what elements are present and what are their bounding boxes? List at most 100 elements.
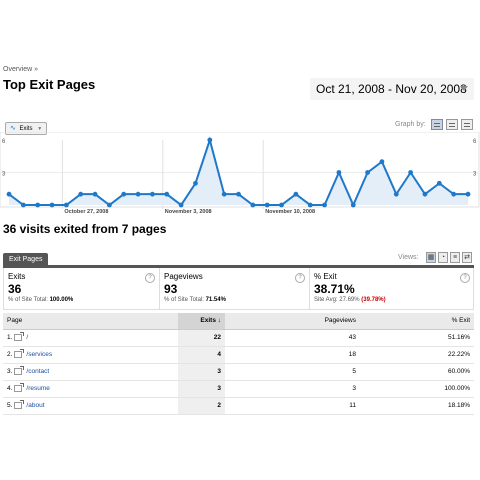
summary-pageviews-value: 93: [164, 282, 178, 296]
exits-cell: 22: [178, 330, 225, 346]
comparison-view-icon[interactable]: ⇄: [462, 252, 472, 263]
summary-exits-value: 36: [8, 282, 22, 296]
help-icon[interactable]: ?: [145, 273, 155, 283]
column-header-page[interactable]: Page: [7, 317, 23, 324]
page-title: Top Exit Pages: [3, 77, 96, 92]
tab-exit-pages[interactable]: Exit Pages: [3, 253, 49, 267]
open-page-icon[interactable]: [14, 382, 25, 392]
data-point: [393, 191, 399, 197]
column-header-pageviews[interactable]: Pageviews: [324, 317, 356, 324]
help-icon[interactable]: ?: [295, 273, 305, 283]
data-point: [322, 202, 327, 208]
series-area: [9, 140, 468, 205]
summary-exits: Exits 36 % of Site Total: 100.00% ?: [4, 268, 159, 309]
data-point: [436, 180, 442, 186]
summary-exits-sub: % of Site Total: 100.00%: [8, 297, 74, 303]
pageviews-cell: 3: [352, 385, 356, 392]
pct-exit-cell: 22.22%: [447, 351, 470, 358]
page-link[interactable]: /resume: [26, 385, 50, 392]
pie-view-icon[interactable]: ◔: [438, 252, 448, 263]
data-point: [193, 180, 198, 186]
exits-cell: 4: [178, 347, 225, 363]
pageviews-cell: 5: [352, 368, 356, 375]
data-point: [465, 191, 471, 197]
y-tick-label-right: 6: [473, 139, 477, 145]
data-point: [6, 191, 12, 197]
page-link[interactable]: /contact: [26, 368, 50, 375]
data-point: [250, 202, 256, 208]
summary-pageviews-sub: % of Site Total: 71.54%: [164, 297, 226, 303]
page-cell: 2. /services: [3, 347, 178, 363]
summary-pageviews: Pageviews 93 % of Site Total: 71.54% ?: [159, 268, 309, 309]
summary-pct-exit-label: % Exit: [314, 272, 337, 281]
graph-by-week-button[interactable]: [446, 119, 458, 130]
summary-pct-exit: % Exit 38.71% Site Avg: 27.69% (39.78%) …: [309, 268, 474, 309]
open-page-icon[interactable]: [14, 348, 25, 358]
data-point: [379, 159, 385, 165]
x-axis-label: November 10, 2008: [265, 209, 315, 215]
exits-cell: 3: [178, 364, 225, 380]
x-axis-label: November 3, 2008: [165, 209, 212, 215]
table-row: 5. /about 2 11 18.18%: [3, 398, 474, 415]
table-header: Page Exits ↓ Pageviews % Exit: [3, 313, 474, 330]
row-index: 2.: [7, 351, 13, 358]
data-point: [221, 191, 227, 197]
data-point: [279, 202, 284, 208]
table-view-icon[interactable]: ▦: [426, 252, 436, 263]
metric-selector-label: Exits: [19, 126, 33, 132]
data-point: [107, 202, 112, 208]
data-point: [49, 202, 55, 208]
x-axis-label: October 27, 2008: [64, 209, 108, 215]
data-point: [20, 202, 26, 208]
open-page-icon[interactable]: [14, 365, 25, 375]
data-point: [336, 170, 342, 175]
row-index: 1.: [7, 334, 13, 341]
open-page-icon[interactable]: [14, 399, 25, 409]
page-link[interactable]: /about: [26, 402, 45, 409]
data-point: [35, 202, 41, 208]
table-row: 3. /contact 3 5 60.00%: [3, 364, 474, 381]
pct-exit-cell: 51.16%: [447, 334, 470, 341]
column-header-pct-exit[interactable]: % Exit: [451, 317, 470, 324]
data-point: [135, 191, 141, 197]
data-point: [178, 202, 184, 208]
help-icon[interactable]: ?: [460, 273, 470, 283]
page-cell: 1. /: [3, 330, 178, 346]
open-page-icon[interactable]: [14, 331, 25, 341]
summary-pct-exit-value: 38.71%: [314, 282, 355, 296]
data-point: [264, 202, 270, 208]
chevron-down-icon: [460, 86, 468, 91]
page-link[interactable]: /services: [26, 351, 53, 358]
exits-cell: 3: [178, 381, 225, 397]
page-link[interactable]: /: [26, 334, 29, 341]
data-point: [207, 137, 213, 143]
data-point: [150, 191, 155, 197]
data-point: [92, 191, 98, 197]
y-tick-label-left: 3: [2, 172, 6, 178]
graph-by-day-button[interactable]: [431, 119, 443, 130]
graph-by-label: Graph by:: [395, 121, 426, 128]
row-index: 3.: [7, 368, 13, 375]
graph-by-month-button[interactable]: [461, 119, 473, 130]
data-point: [164, 191, 170, 197]
data-point: [451, 191, 457, 197]
data-point: [365, 170, 370, 175]
performance-view-icon[interactable]: ≡: [450, 252, 460, 263]
table-row: 4. /resume 3 3 100.00%: [3, 381, 474, 398]
y-tick-label-right: 3: [473, 172, 477, 178]
column-header-exits[interactable]: Exits ↓: [178, 313, 225, 329]
pct-exit-cell: 18.18%: [447, 402, 470, 409]
breadcrumb[interactable]: Overview »: [3, 66, 39, 73]
tab-bar: [3, 265, 474, 268]
date-range-selector[interactable]: Oct 21, 2008 - Nov 20, 2008: [310, 78, 474, 100]
pct-exit-cell: 100.00%: [444, 385, 470, 392]
summary-pct-exit-sub: Site Avg: 27.69% (39.78%): [314, 297, 386, 303]
date-range-label: Oct 21, 2008 - Nov 20, 2008: [316, 82, 467, 96]
summary-exits-label: Exits: [8, 272, 26, 281]
visits-summary-heading: 36 visits exited from 7 pages: [3, 222, 167, 236]
data-point: [121, 191, 127, 197]
y-tick-label-left: 6: [2, 139, 6, 145]
page-cell: 5. /about: [3, 398, 178, 414]
exits-cell: 2: [178, 398, 225, 414]
data-point: [236, 191, 241, 197]
